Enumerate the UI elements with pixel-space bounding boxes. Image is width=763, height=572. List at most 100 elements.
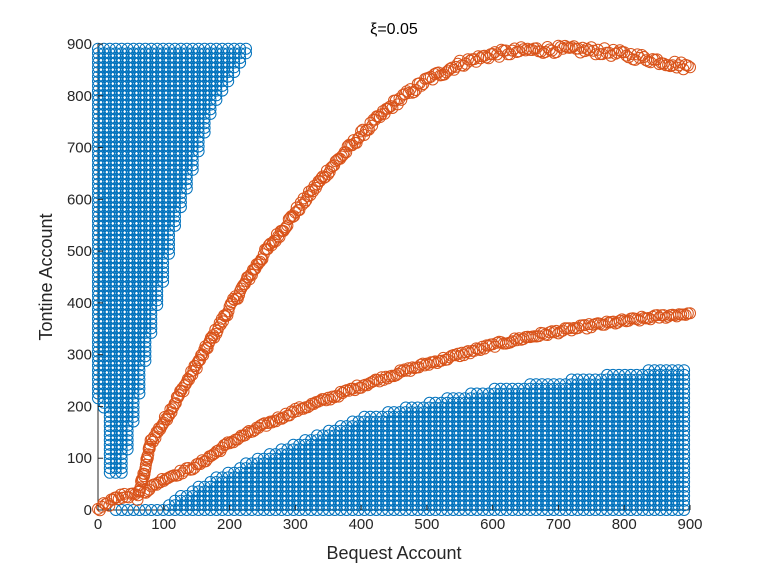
data-point-orange bbox=[285, 210, 298, 223]
data-point-orange bbox=[556, 42, 569, 55]
data-point-blue bbox=[103, 243, 116, 255]
data-point-blue bbox=[577, 485, 590, 498]
data-point-orange bbox=[227, 292, 240, 305]
data-point-blue bbox=[459, 504, 471, 516]
data-point-blue bbox=[133, 229, 146, 242]
data-point-blue bbox=[636, 457, 649, 470]
data-point-blue bbox=[547, 410, 560, 423]
data-point-blue bbox=[163, 173, 175, 186]
data-point-blue bbox=[133, 191, 146, 204]
data-point-blue bbox=[459, 415, 471, 428]
data-point-orange bbox=[143, 442, 156, 455]
data-point-orange bbox=[245, 269, 258, 281]
data-point-blue bbox=[192, 84, 205, 97]
data-point-blue bbox=[636, 476, 649, 488]
data-point-blue bbox=[222, 490, 235, 502]
data-point-blue bbox=[163, 98, 175, 111]
data-point-blue bbox=[210, 93, 223, 106]
data-point-blue bbox=[518, 438, 531, 451]
data-point-orange bbox=[493, 50, 506, 63]
data-point-blue bbox=[115, 504, 128, 516]
data-point-blue bbox=[547, 415, 560, 428]
data-point-orange bbox=[262, 417, 275, 429]
data-point-blue bbox=[103, 89, 116, 102]
data-point-blue bbox=[163, 168, 175, 181]
data-point-blue bbox=[133, 177, 146, 190]
data-point-blue bbox=[133, 280, 146, 293]
data-point-blue bbox=[151, 294, 164, 307]
data-point-blue bbox=[399, 438, 412, 451]
data-point-blue bbox=[180, 182, 193, 195]
data-point-blue bbox=[666, 373, 679, 386]
data-point-blue bbox=[103, 285, 116, 297]
data-point-blue bbox=[174, 191, 187, 204]
data-point-blue bbox=[251, 485, 264, 498]
data-point-blue bbox=[678, 396, 691, 409]
data-point-blue bbox=[103, 229, 116, 242]
data-point-blue bbox=[133, 252, 146, 265]
data-point-orange bbox=[197, 349, 210, 362]
data-point-blue bbox=[133, 303, 146, 316]
data-point-blue bbox=[103, 42, 116, 55]
data-point-blue bbox=[678, 494, 691, 507]
data-point-blue bbox=[281, 490, 294, 502]
data-point-blue bbox=[192, 480, 205, 493]
data-point-blue bbox=[133, 201, 146, 214]
data-point-blue bbox=[222, 485, 235, 498]
data-point-blue bbox=[103, 354, 116, 367]
data-point-blue bbox=[186, 163, 199, 176]
data-point-blue bbox=[547, 466, 560, 479]
data-point-blue bbox=[133, 331, 146, 344]
data-point-blue bbox=[311, 485, 323, 498]
data-point-blue bbox=[399, 452, 412, 465]
data-point-blue bbox=[133, 294, 146, 307]
data-point-blue bbox=[133, 107, 146, 120]
data-point-blue bbox=[133, 154, 146, 167]
data-point-blue bbox=[607, 438, 619, 451]
data-point-blue bbox=[222, 56, 235, 69]
data-point-blue bbox=[281, 504, 294, 516]
data-point-blue bbox=[133, 47, 146, 60]
data-point-blue bbox=[127, 406, 140, 419]
data-point-orange bbox=[611, 46, 624, 59]
data-point-blue bbox=[281, 494, 294, 507]
data-point-blue bbox=[518, 457, 531, 470]
data-point-blue bbox=[547, 443, 560, 456]
data-point-blue bbox=[666, 490, 679, 502]
data-point-blue bbox=[169, 219, 181, 232]
data-point-blue bbox=[488, 499, 501, 512]
data-point-blue bbox=[678, 438, 691, 451]
data-point-blue bbox=[399, 457, 412, 470]
data-point-blue bbox=[103, 299, 116, 311]
data-point-blue bbox=[488, 452, 501, 465]
data-point-blue bbox=[133, 345, 146, 358]
data-point-blue bbox=[488, 457, 501, 470]
data-point-blue bbox=[311, 494, 323, 507]
data-point-orange bbox=[631, 48, 644, 61]
data-point-orange bbox=[220, 308, 233, 321]
data-point-blue bbox=[340, 438, 353, 451]
data-point-blue bbox=[459, 429, 471, 442]
data-point-blue bbox=[340, 443, 353, 456]
data-point-blue bbox=[222, 47, 235, 60]
data-point-blue bbox=[133, 196, 146, 209]
data-point-blue bbox=[636, 434, 649, 447]
data-point-orange bbox=[402, 362, 415, 375]
data-point-blue bbox=[133, 340, 146, 353]
data-point-blue bbox=[607, 392, 619, 405]
data-point-blue bbox=[518, 429, 531, 442]
data-point-blue bbox=[163, 117, 175, 130]
data-point-blue bbox=[370, 438, 383, 451]
data-point-blue bbox=[103, 280, 116, 293]
data-point-blue bbox=[103, 261, 116, 274]
data-point-orange bbox=[681, 59, 694, 72]
data-point-blue bbox=[429, 448, 442, 461]
data-point-blue bbox=[636, 494, 649, 507]
data-point-blue bbox=[103, 415, 116, 428]
data-point-blue bbox=[192, 56, 205, 69]
data-point-blue bbox=[281, 480, 294, 493]
data-point-blue bbox=[607, 410, 619, 423]
data-point-blue bbox=[459, 392, 471, 405]
data-point-blue bbox=[518, 424, 531, 437]
data-point-blue bbox=[459, 401, 471, 414]
